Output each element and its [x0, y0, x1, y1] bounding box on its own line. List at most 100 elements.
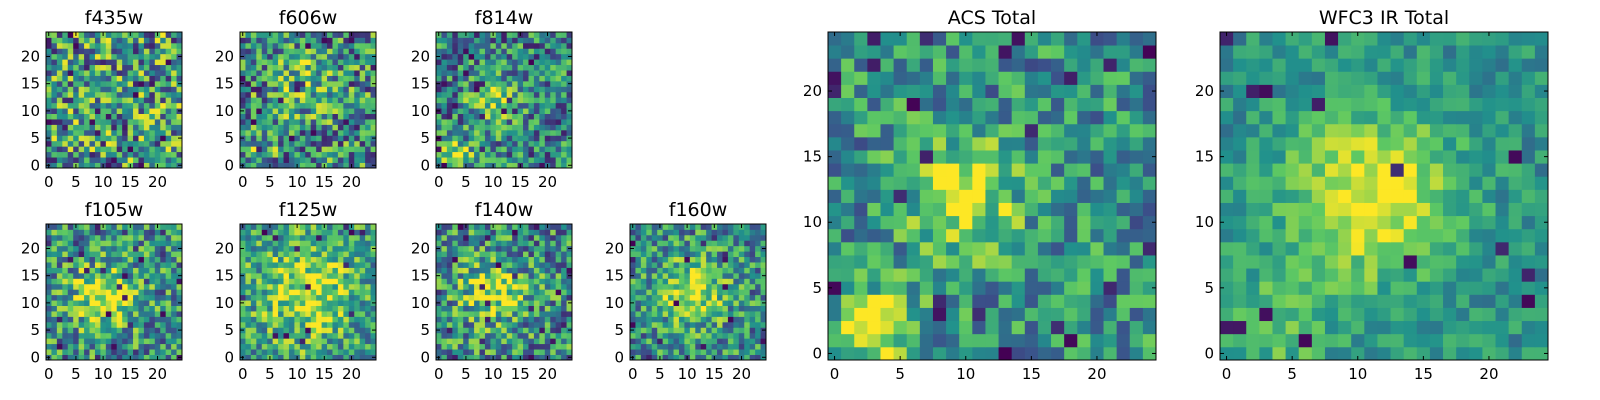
- pixel-f814w: [452, 59, 459, 66]
- pixel-f125w: [261, 311, 268, 317]
- pixel-f435w: [138, 42, 145, 49]
- pixel-f125w: [256, 321, 263, 328]
- pixel-acs-total: [1037, 202, 1052, 217]
- pixel-f606w: [283, 162, 290, 169]
- pixel-f606w: [332, 80, 339, 87]
- pixel-f160w: [760, 349, 767, 355]
- pixel-f814w: [441, 75, 448, 82]
- pixel-f606w: [337, 157, 344, 163]
- pixel-f814w: [566, 97, 573, 104]
- pixel-acs-total: [1024, 346, 1039, 361]
- pixel-f606w: [316, 59, 322, 66]
- pixel-acs-total: [985, 228, 999, 243]
- pixel-f606w: [327, 48, 333, 55]
- pixel-f606w: [316, 140, 322, 147]
- pixel-f140w: [533, 251, 540, 258]
- pixel-f125w: [310, 343, 317, 350]
- pixel-f814w: [544, 140, 551, 147]
- pixel-f435w: [154, 75, 161, 82]
- pixel-f160w: [755, 289, 761, 296]
- pixel-f160w: [760, 251, 767, 258]
- pixel-f160w: [689, 305, 696, 312]
- pixel-f105w: [176, 229, 183, 236]
- pixel-acs-total: [854, 294, 868, 308]
- pixel-f105w: [100, 327, 107, 334]
- pixel-f435w: [165, 48, 172, 55]
- pixel-f160w: [684, 278, 691, 285]
- pixel-f435w: [73, 151, 80, 158]
- pixel-f125w: [332, 278, 339, 285]
- pixel-f606w: [365, 91, 371, 98]
- pixel-f105w: [89, 256, 96, 263]
- pixel-f814w: [561, 32, 567, 38]
- pixel-f606w: [305, 75, 312, 82]
- pixel-f105w: [122, 245, 128, 252]
- pixel-f435w: [78, 140, 85, 147]
- pixel-f814w: [512, 59, 518, 66]
- pixel-f814w: [441, 59, 448, 66]
- pixel-acs-total: [893, 215, 908, 230]
- pixel-acs-total: [1064, 176, 1078, 190]
- pixel-f606w: [316, 119, 322, 125]
- pixel-f435w: [138, 119, 145, 125]
- pixel-f160w: [733, 343, 740, 350]
- pixel-f435w: [56, 97, 63, 104]
- pixel-acs-total: [867, 176, 881, 190]
- pixel-f160w: [722, 332, 729, 339]
- pixel-acs-total: [959, 189, 973, 203]
- pixel-f160w: [760, 289, 767, 296]
- pixel-f105w: [62, 245, 69, 252]
- pixel-f606w: [299, 119, 306, 125]
- pixel-f105w: [138, 305, 145, 312]
- pixel-f814w: [561, 64, 567, 71]
- pixel-f814w: [528, 37, 535, 44]
- pixel-f105w: [94, 321, 101, 328]
- pixel-f140w: [474, 343, 480, 350]
- pixel-f814w: [484, 157, 491, 163]
- pixel-f435w: [78, 42, 85, 49]
- pixel-f606w: [283, 140, 290, 147]
- pixel-f140w: [441, 332, 448, 339]
- pixel-f435w: [78, 102, 85, 109]
- pixel-f606w: [337, 129, 344, 136]
- pixel-f606w: [299, 129, 306, 136]
- pixel-f125w: [370, 256, 377, 263]
- pixel-f140w: [544, 321, 551, 328]
- pixel-f140w: [446, 245, 453, 252]
- pixel-f160w: [738, 332, 745, 339]
- pixel-f606w: [267, 91, 274, 98]
- pixel-f160w: [733, 332, 740, 339]
- pixel-f160w: [738, 240, 745, 247]
- pixel-f435w: [116, 91, 123, 98]
- pixel-f435w: [138, 162, 145, 169]
- pixel-f606w: [354, 102, 361, 109]
- pixel-f606w: [310, 86, 317, 93]
- pixel-f435w: [46, 146, 52, 153]
- pixel-f140w: [555, 349, 562, 355]
- pixel-f105w: [89, 321, 96, 328]
- pixel-f814w: [468, 146, 475, 153]
- pixel-acs-total: [1064, 241, 1078, 256]
- pixel-f160w: [640, 245, 647, 252]
- pixel-acs-total: [867, 189, 881, 203]
- pixel-f160w: [662, 354, 669, 361]
- pixel-f814w: [550, 80, 557, 87]
- pixel-f140w: [555, 272, 562, 279]
- pixel-f125w: [299, 316, 306, 323]
- pixel-f814w: [484, 102, 491, 109]
- pixel-f125w: [310, 321, 317, 328]
- pixel-f125w: [343, 240, 350, 247]
- pixel-f814w: [490, 37, 497, 44]
- pixel-f140w: [517, 289, 524, 296]
- pixel-acs-total: [1129, 202, 1144, 217]
- pixel-acs-total: [1024, 215, 1039, 230]
- pixel-f105w: [94, 343, 101, 350]
- pixel-f125w: [343, 251, 350, 258]
- pixel-f160w: [749, 338, 756, 345]
- pixel-f140w: [441, 289, 448, 296]
- pixel-f606w: [327, 59, 333, 66]
- pixel-acs-total: [893, 281, 908, 295]
- pixel-acs-total: [828, 215, 842, 230]
- pixel-f125w: [283, 305, 290, 312]
